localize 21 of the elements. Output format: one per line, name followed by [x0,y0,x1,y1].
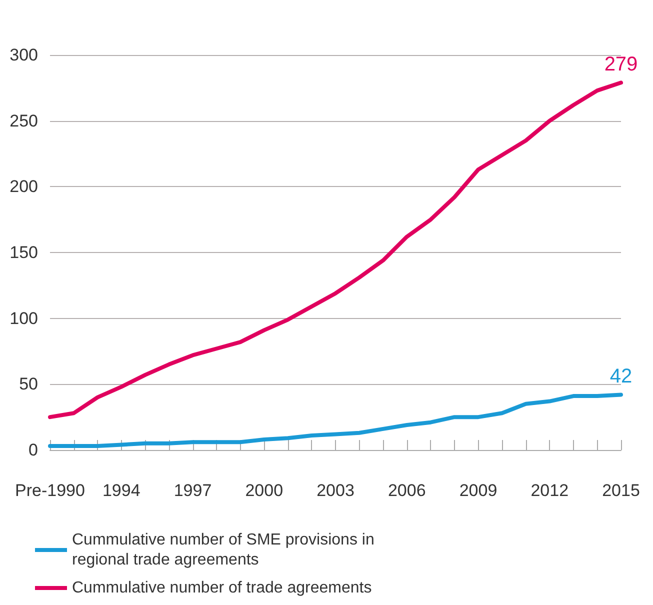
x-tick-label: 2006 [388,481,426,500]
x-tick-label: 2012 [530,481,569,500]
legend-label: Cummulative number of SME provisions in regional trade agreements [72,532,379,568]
x-tick-label: 2003 [316,481,354,500]
x-tick-label: 1997 [174,481,212,500]
y-tick-label: 100 [10,308,38,328]
x-tick-label: 2000 [245,481,284,500]
y-tick-label: 250 [10,111,38,130]
y-tick-label: 150 [10,243,38,262]
y-tick-label: 200 [10,177,38,196]
data-label: 42 [610,366,632,388]
legend-label: Cummulative number of trade agreements [72,580,372,596]
y-tick-label: 300 [10,46,38,64]
x-tick-label: 1994 [102,481,140,500]
x-tick-label: Pre-1990 [15,481,85,500]
x-tick-label: 2015 [602,481,640,500]
line-series [48,392,623,448]
data-label: 279 [604,54,638,76]
y-tick-label: 50 [19,374,38,394]
x-tick-label: 2009 [459,481,498,500]
y-tick-label: 0 [28,440,38,460]
